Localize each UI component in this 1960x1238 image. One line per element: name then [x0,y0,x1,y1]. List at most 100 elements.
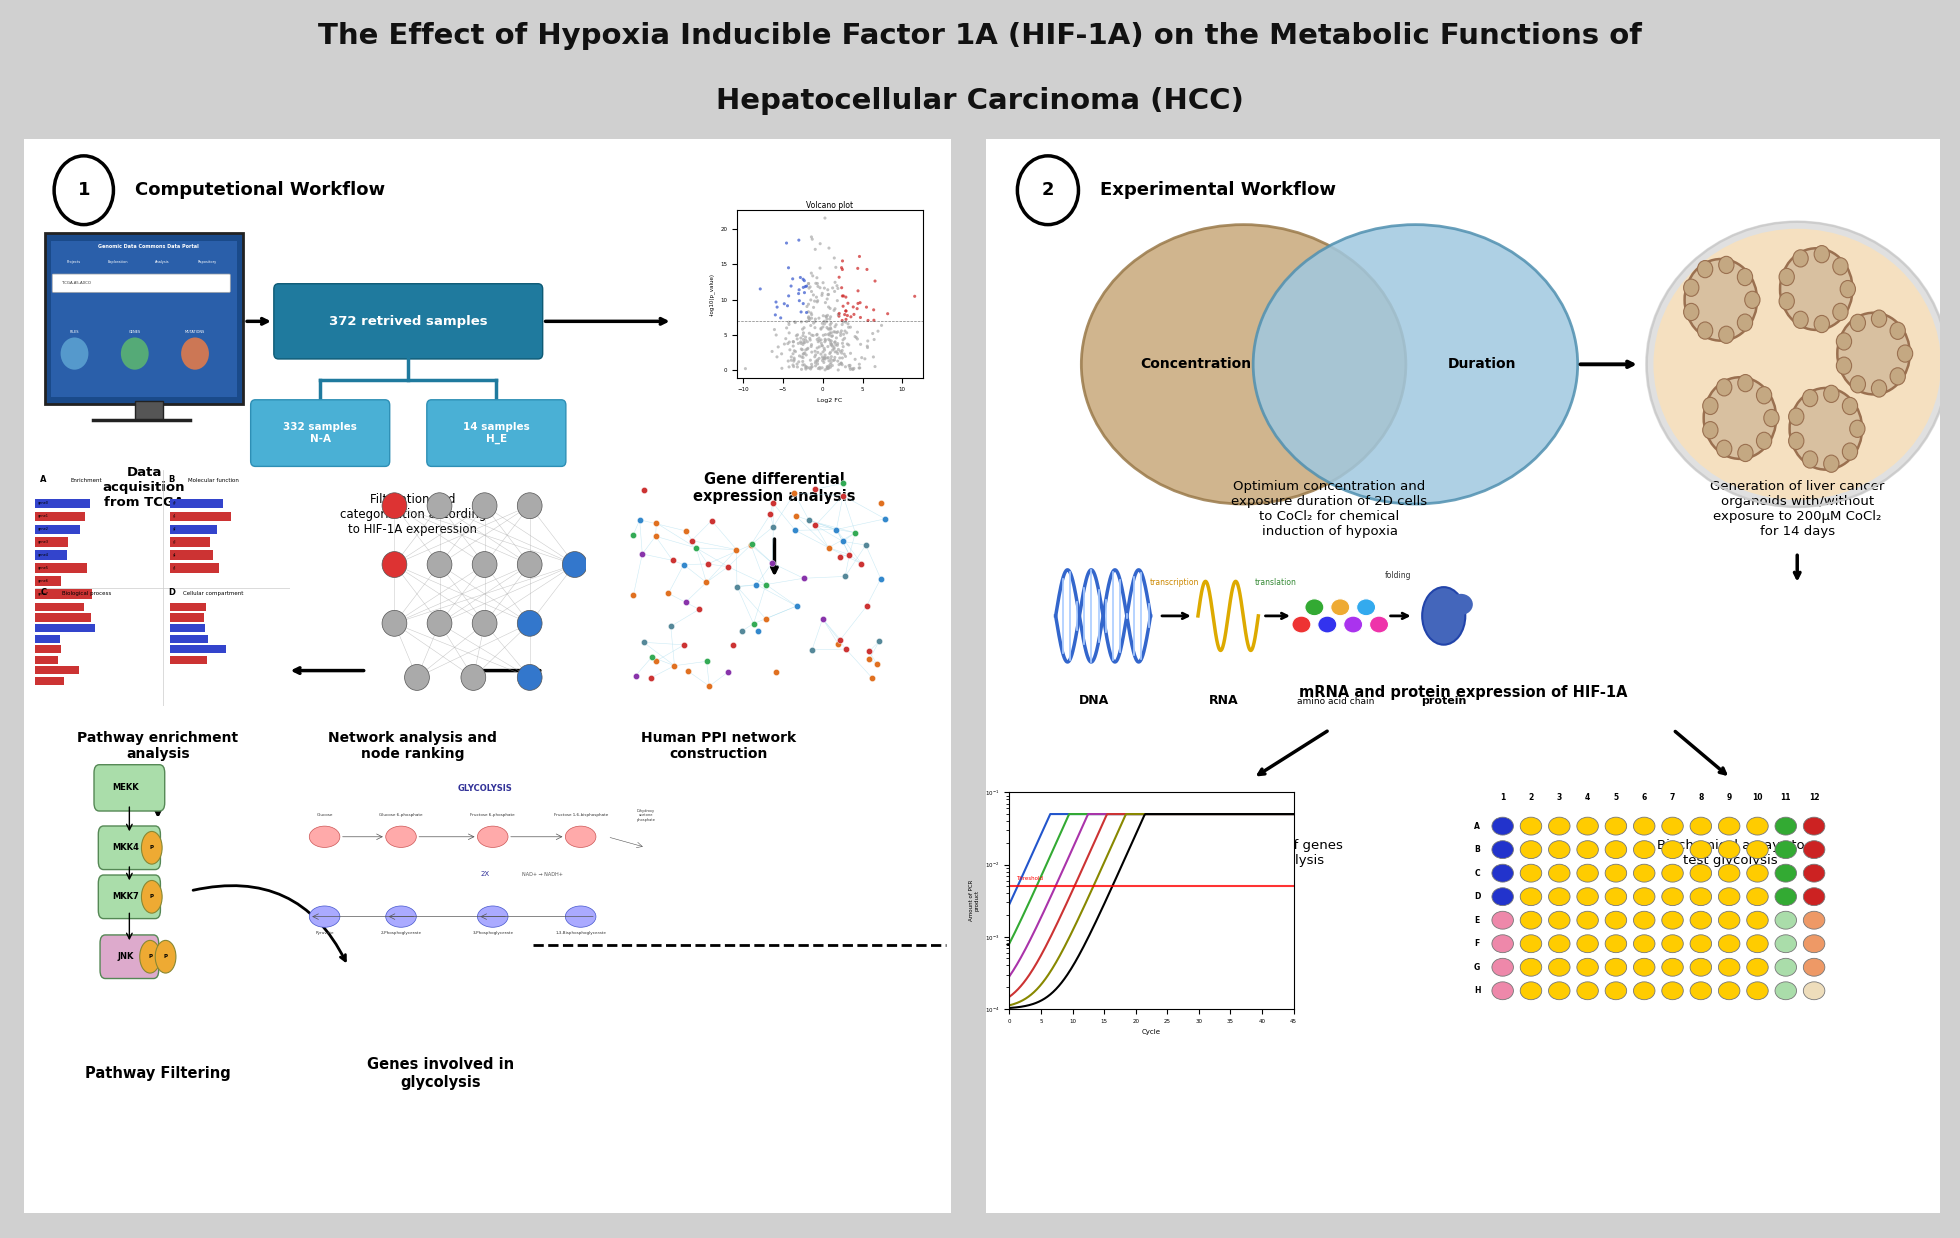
Point [788,355,819,375]
Point [831,323,862,343]
Circle shape [1605,888,1627,906]
Point [764,308,796,328]
Circle shape [1780,269,1793,286]
Circle shape [1803,390,1817,406]
Point [829,347,860,366]
Point [808,326,839,345]
Circle shape [1492,935,1513,953]
Point [788,333,819,353]
Point [821,276,853,296]
Circle shape [1292,617,1311,633]
Ellipse shape [1448,594,1472,615]
Point [778,332,809,352]
Circle shape [1548,958,1570,977]
Point [790,302,821,322]
Point [796,281,827,301]
Circle shape [1803,841,1825,859]
Text: gene5: gene5 [37,566,49,569]
Circle shape [1823,456,1838,473]
Bar [35,563,86,573]
Text: Gene differential
expression analysis: Gene differential expression analysis [694,472,857,504]
Point [835,359,866,379]
Point [811,318,843,338]
Point [827,324,858,344]
Point [794,311,825,331]
Point [819,317,851,337]
Point [839,359,870,379]
X-axis label: Cycle: Cycle [1143,1029,1160,1035]
Point [798,285,829,305]
Text: Fructose 1,6-bisphosphate: Fructose 1,6-bisphosphate [553,813,608,817]
Point [811,348,843,368]
Circle shape [1605,817,1627,836]
Circle shape [1605,982,1627,1000]
Point [833,317,864,337]
Circle shape [1492,817,1513,836]
Circle shape [1719,256,1735,274]
Point [784,332,815,352]
Text: gene1: gene1 [37,514,49,519]
Point [782,284,813,303]
Point [804,359,835,379]
Point [786,359,817,379]
Bar [171,511,231,521]
Point [829,305,860,324]
Point [800,312,831,332]
Circle shape [1521,841,1543,859]
Circle shape [1605,958,1627,977]
Point [792,312,823,332]
Circle shape [310,826,339,847]
Point [813,329,845,349]
Point [819,348,851,368]
Point [827,312,858,332]
Text: A: A [1474,822,1480,831]
Circle shape [1803,888,1825,906]
Circle shape [1690,935,1711,953]
Point [872,303,904,323]
Circle shape [1793,250,1809,267]
FancyBboxPatch shape [274,284,543,359]
Circle shape [1719,911,1740,930]
Circle shape [1833,258,1848,275]
Circle shape [1837,313,1909,395]
Point [819,335,851,355]
Circle shape [310,906,339,927]
Point [784,352,815,371]
Point [768,334,800,354]
Point [815,349,847,369]
Circle shape [1578,864,1597,883]
Circle shape [122,338,149,370]
Point [845,246,876,266]
Text: Biological process: Biological process [61,591,112,597]
Point [819,332,851,352]
Text: 6: 6 [1642,794,1646,802]
FancyBboxPatch shape [94,765,165,811]
Circle shape [1746,864,1768,883]
Circle shape [1662,911,1684,930]
Point [833,293,864,313]
Text: JNK: JNK [118,952,133,961]
Point [796,264,827,284]
Bar [171,656,208,664]
Point [802,324,833,344]
Text: 7: 7 [1670,794,1676,802]
Text: G: G [1474,963,1480,972]
Point [827,355,858,375]
Point [804,308,835,328]
Point [829,328,860,348]
Point [815,343,847,363]
Text: Biochemical assays to
test glycolysis: Biochemical assays to test glycolysis [1656,839,1805,868]
Text: Duration: Duration [1448,358,1517,371]
Text: mRNA and protein expression of HIF-1A: mRNA and protein expression of HIF-1A [1299,685,1627,699]
Point [843,354,874,374]
Point [794,323,825,343]
Point [815,318,847,338]
Point [788,293,819,313]
Bar [35,603,84,612]
Text: B: B [1474,846,1480,854]
Point [792,295,823,314]
Point [809,340,841,360]
Point [778,357,809,376]
Point [813,344,845,364]
Circle shape [1633,864,1654,883]
